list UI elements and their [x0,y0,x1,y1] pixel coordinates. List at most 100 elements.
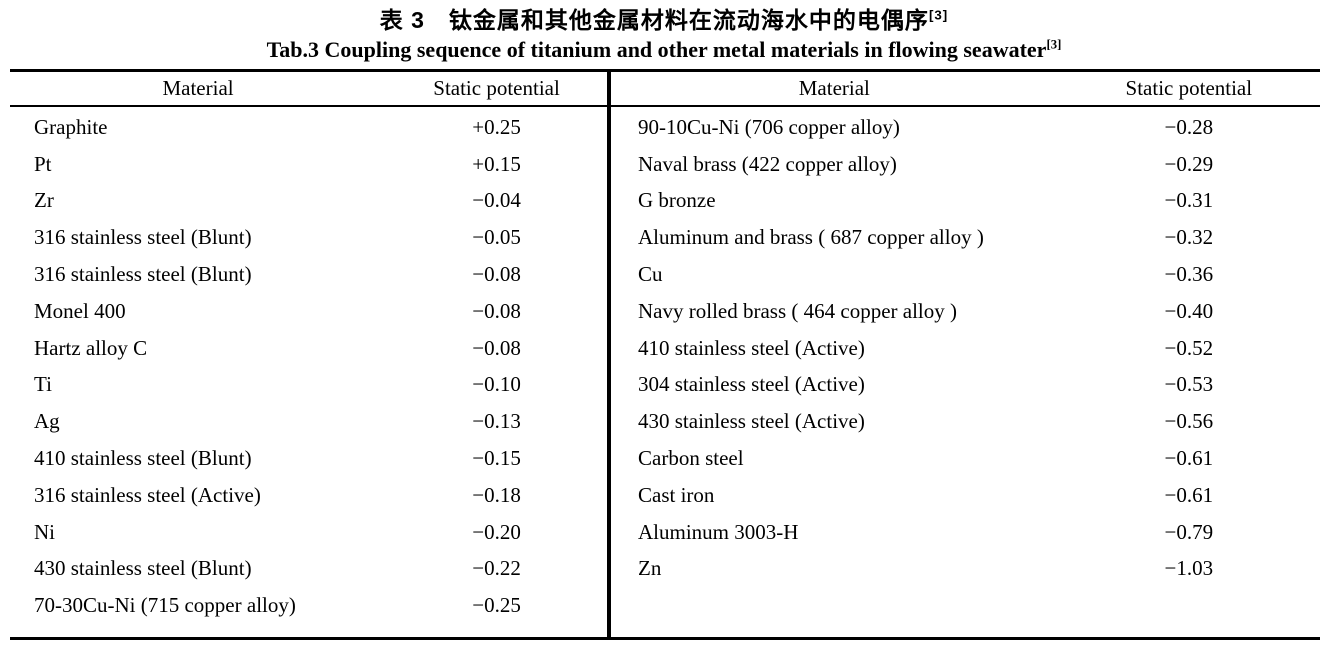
static-potential-cell: −0.56 [1164,409,1214,434]
table-left-half: Material Static potential Graphite +0.25… [10,72,607,637]
table-row: 410 stainless steel (Blunt) −0.15 [10,440,607,477]
material-cell: 410 stainless steel (Active) [638,335,865,360]
table-right-half: Material Static potential 90-10Cu-Ni (70… [611,72,1320,637]
static-potential-cell: −0.22 [472,556,521,581]
material-cell: 70-30Cu-Ni (715 copper alloy) [34,593,296,618]
table-row: G bronze −0.31 [611,183,1320,220]
citation-ref-english: [3] [1046,37,1062,52]
static-potential-cell: −0.79 [1164,519,1214,544]
material-cell: 410 stainless steel (Blunt) [34,446,252,471]
static-potential-cell: −0.18 [472,482,521,507]
citation-ref-chinese: [3] [928,7,949,23]
table-body-left: Graphite +0.25 Pt +0.15 Zr −0.04 316 sta… [10,105,607,624]
static-potential-cell: −0.15 [472,446,521,471]
table-title-chinese-text: 表 3 钛金属和其他金属材料在流动海水中的电偶序 [379,7,929,33]
table-row: Zn −1.03 [611,551,1320,588]
material-cell: 316 stainless steel (Blunt) [34,225,252,250]
table-row: Zr −0.04 [10,183,607,220]
header-rule [10,105,1320,107]
static-potential-cell: −1.03 [1164,556,1214,581]
table-row: Pt +0.15 [10,146,607,183]
static-potential-cell: −0.36 [1164,262,1214,287]
material-cell: 430 stainless steel (Active) [638,409,865,434]
material-cell: Hartz alloy C [34,335,148,360]
material-cell: 316 stainless steel (Blunt) [34,262,252,287]
material-cell: G bronze [638,188,716,213]
static-potential-cell: −0.04 [472,188,521,213]
material-cell: Cast iron [638,482,715,507]
static-potential-cell: −0.20 [472,519,521,544]
material-cell: Aluminum 3003-H [638,519,799,544]
table-row: Cast iron −0.61 [611,477,1320,514]
material-cell: 304 stainless steel (Active) [638,372,865,397]
table-row: Ti −0.10 [10,367,607,404]
static-potential-cell: +0.25 [472,114,521,139]
double-vertical-divider [607,72,611,637]
static-potential-cell: −0.25 [472,593,521,618]
static-potential-cell: −0.61 [1164,482,1214,507]
static-potential-cell: −0.05 [472,225,521,250]
material-cell: Zr [34,188,54,213]
paper-table-figure: 表 3 钛金属和其他金属材料在流动海水中的电偶序[3] Tab.3 Coupli… [0,5,1328,652]
table-row: 316 stainless steel (Blunt) −0.05 [10,219,607,256]
table-row: Ni −0.20 [10,514,607,551]
table-row: 70-30Cu-Ni (715 copper alloy) −0.25 [10,587,607,624]
table-body-right: 90-10Cu-Ni (706 copper alloy) −0.28 Nava… [611,105,1320,587]
material-cell: Ni [34,519,55,544]
static-potential-cell: −0.29 [1164,151,1214,176]
table-header-left: Material Static potential [10,72,607,105]
static-potential-cell: −0.08 [472,262,521,287]
table-row: Naval brass (422 copper alloy) −0.29 [611,146,1320,183]
static-potential-cell: −0.10 [472,372,521,397]
material-cell: 430 stainless steel (Blunt) [34,556,252,581]
static-potential-cell: −0.31 [1164,188,1214,213]
static-potential-cell: +0.15 [472,151,521,176]
material-cell: Naval brass (422 copper alloy) [638,151,897,176]
material-cell: Monel 400 [34,298,126,323]
static-potential-cell: −0.40 [1164,298,1214,323]
table-row: 430 stainless steel (Blunt) −0.22 [10,551,607,588]
static-potential-cell: −0.53 [1164,372,1214,397]
material-cell: Aluminum and brass ( 687 copper alloy ) [638,225,984,250]
table-title-chinese: 表 3 钛金属和其他金属材料在流动海水中的电偶序[3] [0,5,1328,35]
table-row: Aluminum 3003-H −0.79 [611,514,1320,551]
table-row: Aluminum and brass ( 687 copper alloy ) … [611,219,1320,256]
static-potential-cell: −0.08 [472,335,521,360]
static-potential-cell: −0.13 [472,409,521,434]
material-cell: 316 stainless steel (Active) [34,482,261,507]
table-row: Hartz alloy C −0.08 [10,330,607,367]
static-potential-cell: −0.61 [1164,446,1214,471]
material-cell: Pt [34,151,52,176]
material-cell: Ag [34,409,60,434]
column-header-static-potential: Static potential [433,76,560,100]
static-potential-cell: −0.08 [472,298,521,323]
table-row: Ag −0.13 [10,403,607,440]
column-header-static-potential: Static potential [1125,76,1253,100]
table-header-right: Material Static potential [611,72,1320,105]
coupling-sequence-table: Material Static potential Graphite +0.25… [10,69,1320,640]
material-cell: Carbon steel [638,446,744,471]
column-header-material: Material [798,76,870,100]
table-row: Navy rolled brass ( 464 copper alloy ) −… [611,293,1320,330]
material-cell: Ti [34,372,52,397]
static-potential-cell: −0.32 [1164,225,1214,250]
table-row: 90-10Cu-Ni (706 copper alloy) −0.28 [611,109,1320,146]
table-title-english-text: Tab.3 Coupling sequence of titanium and … [266,37,1047,62]
table-row: 304 stainless steel (Active) −0.53 [611,367,1320,404]
table-row: Carbon steel −0.61 [611,440,1320,477]
static-potential-cell: −0.52 [1164,335,1214,360]
table-title-english: Tab.3 Coupling sequence of titanium and … [0,35,1328,65]
table-row: Graphite +0.25 [10,109,607,146]
table-row: 316 stainless steel (Blunt) −0.08 [10,256,607,293]
material-cell: Graphite [34,114,108,139]
table-row: 430 stainless steel (Active) −0.56 [611,403,1320,440]
table-row: Monel 400 −0.08 [10,293,607,330]
material-cell: Cu [638,262,663,287]
material-cell: 90-10Cu-Ni (706 copper alloy) [638,114,900,139]
table-row: Cu −0.36 [611,256,1320,293]
column-header-material: Material [162,76,234,100]
material-cell: Navy rolled brass ( 464 copper alloy ) [638,298,957,323]
table-row: 410 stainless steel (Active) −0.52 [611,330,1320,367]
table-row: 316 stainless steel (Active) −0.18 [10,477,607,514]
static-potential-cell: −0.28 [1164,114,1214,139]
